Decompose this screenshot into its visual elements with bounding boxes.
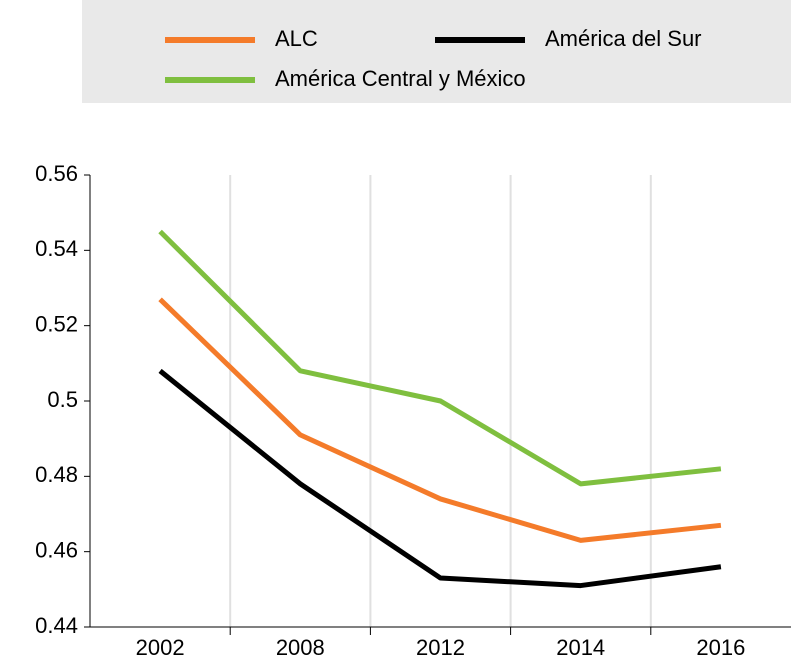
x-tick-label: 2008 xyxy=(276,635,325,660)
legend-label: América del Sur xyxy=(545,26,702,51)
series-line xyxy=(158,368,722,589)
y-tick-label: 0.52 xyxy=(35,311,78,336)
y-tick-label: 0.44 xyxy=(35,613,78,638)
x-tick-label: 2016 xyxy=(696,635,745,660)
series-line xyxy=(158,297,722,543)
y-tick-label: 0.5 xyxy=(47,387,78,412)
x-tick-label: 2012 xyxy=(416,635,465,660)
y-tick-label: 0.46 xyxy=(35,537,78,562)
y-tick-label: 0.54 xyxy=(35,236,78,261)
legend-label: ALC xyxy=(275,26,318,51)
y-tick-label: 0.48 xyxy=(35,462,78,487)
series-line xyxy=(158,229,722,487)
legend-box xyxy=(82,0,791,103)
legend-label: América Central y México xyxy=(275,66,526,91)
y-tick-label: 0.56 xyxy=(35,161,78,186)
x-tick-label: 2014 xyxy=(556,635,605,660)
x-tick-label: 2002 xyxy=(136,635,185,660)
